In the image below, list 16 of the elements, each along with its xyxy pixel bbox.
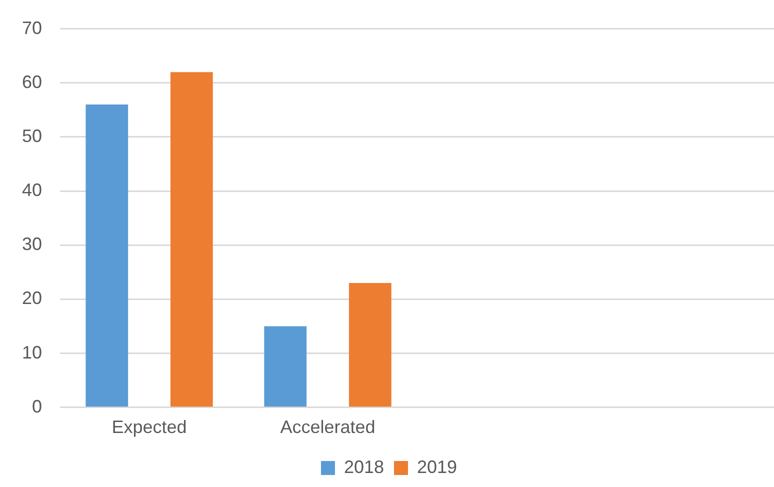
- y-tick-label: 40: [22, 180, 42, 200]
- bar: [348, 283, 392, 407]
- x-tick-label: Expected: [112, 417, 187, 438]
- y-tick-label: 60: [22, 72, 42, 92]
- legend-label: 2019: [417, 456, 458, 477]
- y-tick-label: 10: [22, 342, 42, 362]
- y-tick-label: 50: [22, 126, 42, 146]
- y-tick-label: 30: [22, 234, 42, 254]
- y-tick-label: 70: [22, 18, 42, 38]
- legend-label: 2018: [344, 456, 384, 477]
- y-tick-label: 0: [32, 396, 42, 416]
- bar: [264, 326, 307, 407]
- x-tick-label: Accelerated: [280, 417, 376, 438]
- bar: [86, 104, 128, 407]
- y-tick-label: 20: [22, 288, 42, 308]
- bar: [170, 72, 213, 407]
